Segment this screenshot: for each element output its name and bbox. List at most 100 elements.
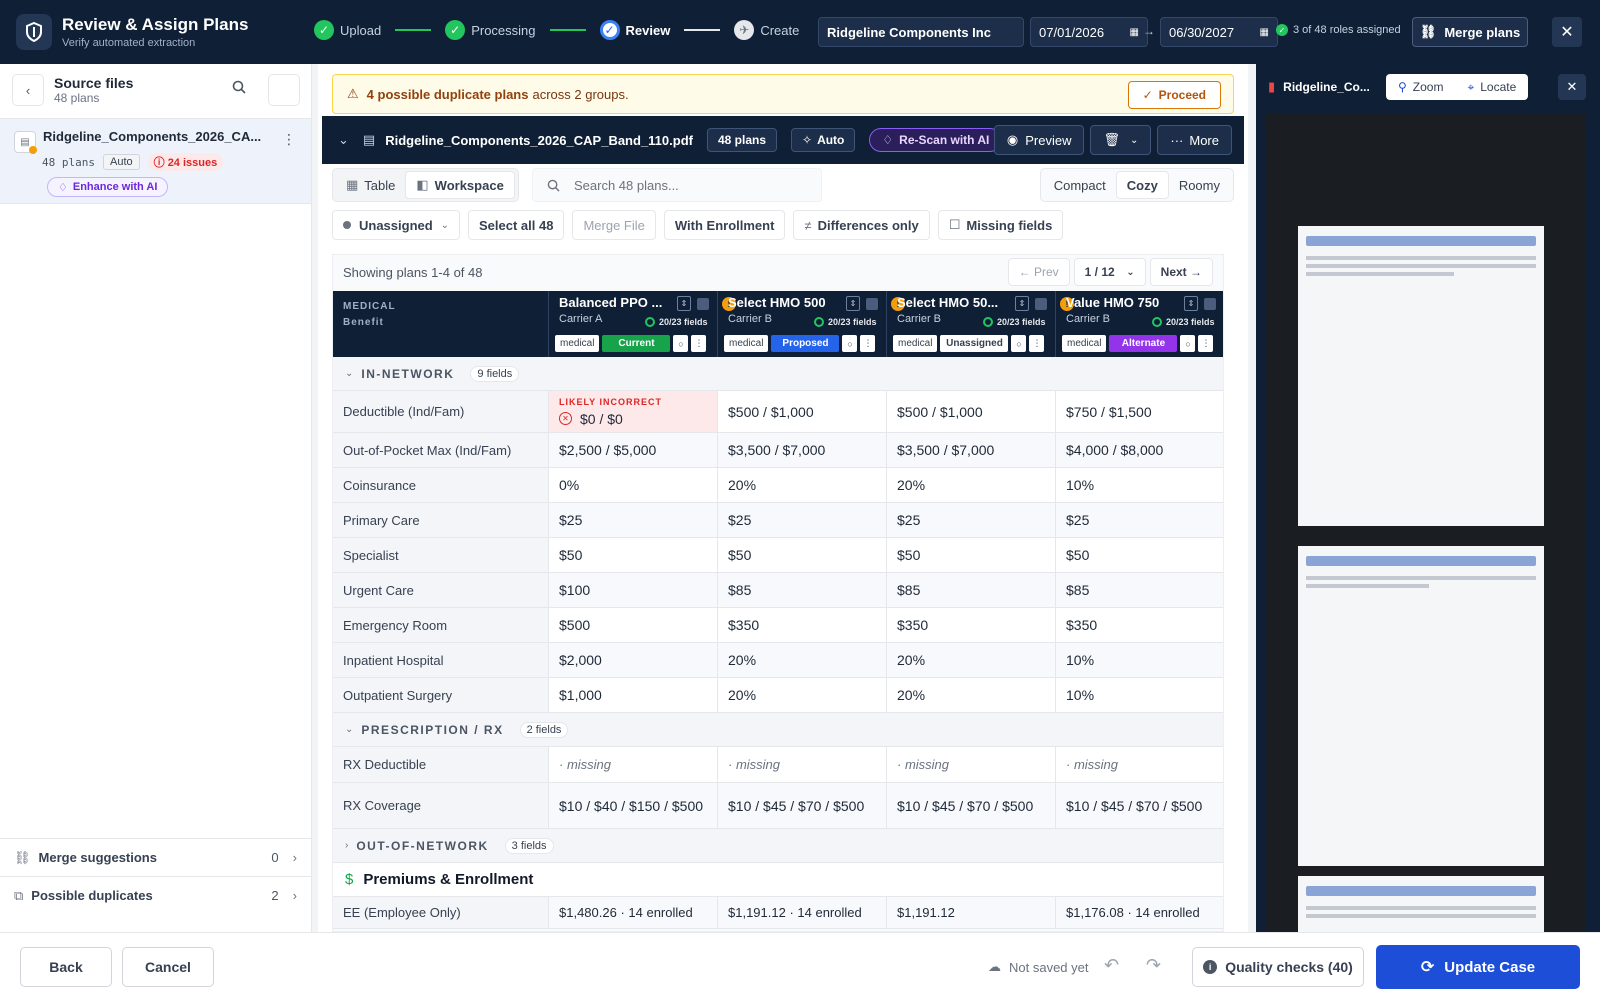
sort-icon[interactable]: ⇕	[846, 296, 860, 311]
end-date-field[interactable]: 06/30/2027 ▦	[1160, 17, 1278, 47]
more-vertical-icon[interactable]: ⋮	[860, 335, 876, 352]
more-vertical-icon[interactable]: ⋮	[1198, 335, 1214, 352]
table-cell[interactable]: $500	[549, 608, 718, 642]
back-button[interactable]: Back	[20, 947, 112, 987]
density-compact[interactable]: Compact	[1053, 177, 1106, 193]
table-cell[interactable]: $350	[887, 608, 1056, 642]
table-cell[interactable]: $50	[718, 538, 887, 572]
missing-cell[interactable]: · missing	[718, 747, 887, 782]
out-of-network-section[interactable]: › OUT-OF-NETWORK 3 fields	[333, 829, 1223, 863]
in-network-section[interactable]: ⌄ IN-NETWORK 9 fields	[333, 357, 1223, 391]
pdf-canvas[interactable]	[1266, 114, 1586, 932]
step-create[interactable]: ✈ Create	[734, 20, 799, 40]
table-cell[interactable]: $1,176.08 · 14 enrolled	[1066, 905, 1200, 920]
info-circle-icon[interactable]: ○	[673, 335, 689, 352]
info-circle-icon[interactable]: ○	[1180, 335, 1196, 352]
table-cell[interactable]: 10%	[1066, 477, 1095, 493]
close-icon[interactable]: ✕	[1558, 74, 1586, 100]
table-cell[interactable]: $85	[887, 573, 1056, 607]
table-cell[interactable]: $50	[549, 538, 718, 572]
chevron-left-icon[interactable]: ‹	[12, 74, 44, 106]
plan-column-header[interactable]: Balanced PPO ... ⇕ Carrier A 20/23 field…	[549, 291, 718, 357]
table-cell[interactable]: 20%	[718, 643, 887, 677]
table-cell[interactable]: $100	[549, 573, 718, 607]
table-cell[interactable]: 0%	[549, 468, 718, 502]
table-cell[interactable]: 10%	[1066, 652, 1095, 668]
table-cell[interactable]: $25	[1066, 512, 1090, 528]
density-roomy[interactable]: Roomy	[1178, 177, 1220, 193]
source-file-item[interactable]: ▤ Ridgeline_Components_2026_CA... ⋮ 48 p…	[0, 118, 311, 204]
missing-cell[interactable]: · missing	[549, 747, 718, 782]
table-cell[interactable]: 20%	[887, 678, 1056, 712]
plan-column-header[interactable]: ! Select HMO 50... ⇕ Carrier B 20/23 fie…	[887, 291, 1056, 357]
chevron-down-icon[interactable]: ⌄	[338, 132, 349, 147]
plan-checkbox[interactable]	[866, 298, 878, 310]
table-cell[interactable]: $1,480.26 · 14 enrolled	[549, 897, 718, 928]
sort-icon[interactable]: ⇕	[1015, 296, 1029, 311]
table-cell[interactable]: $4,000 / $8,000	[1066, 442, 1164, 458]
issues-badge[interactable]: ⓘ 24 issues	[147, 153, 224, 171]
table-cell[interactable]: $1,191.12	[887, 897, 1056, 928]
table-cell[interactable]: $50	[887, 538, 1056, 572]
locate-button[interactable]: ⌖ Locate	[1455, 80, 1528, 95]
step-upload[interactable]: ✓ Upload	[314, 20, 381, 40]
table-cell[interactable]: 20%	[718, 468, 887, 502]
preview-button[interactable]: ◉ Preview	[993, 125, 1085, 155]
more-vertical-icon[interactable]: ⋮	[1029, 335, 1045, 352]
table-cell[interactable]: 20%	[887, 468, 1056, 502]
table-cell[interactable]: $3,500 / $7,000	[718, 433, 887, 467]
table-cell[interactable]: $350	[718, 608, 887, 642]
table-cell[interactable]: $10 / $45 / $70 / $500	[887, 783, 1056, 828]
status-filter-select[interactable]: Unassigned ⌄	[332, 210, 460, 240]
differences-only-toggle[interactable]: ≠ Differences only	[793, 210, 930, 240]
auto-mode-badge[interactable]: ✧ Auto	[791, 128, 856, 152]
table-cell[interactable]: 20%	[718, 678, 887, 712]
more-button[interactable]: ··· More	[1157, 125, 1232, 155]
density-cozy[interactable]: Cozy	[1115, 171, 1169, 199]
enhance-with-ai-button[interactable]: ♢ Enhance with AI	[47, 177, 169, 197]
sidebar-action-button[interactable]	[268, 74, 300, 106]
tab-workspace[interactable]: ◧ Workspace	[405, 171, 515, 199]
table-cell[interactable]: $25	[887, 503, 1056, 537]
quality-checks-button[interactable]: i Quality checks (40)	[1192, 947, 1364, 987]
sort-icon[interactable]: ⇕	[677, 296, 691, 311]
start-date-field[interactable]: 07/01/2026 ▦	[1030, 17, 1148, 47]
with-enrollment-button[interactable]: With Enrollment	[663, 210, 786, 240]
table-cell[interactable]: 20%	[887, 643, 1056, 677]
missing-cell[interactable]: · missing	[1066, 757, 1119, 772]
table-cell[interactable]: $50	[1066, 547, 1090, 563]
delete-menu-button[interactable]: 🗑 ⌄	[1090, 125, 1152, 155]
possible-duplicates-item[interactable]: ⧉ Possible duplicates 2 ›	[0, 876, 311, 914]
table-cell[interactable]: $1,191.12 · 14 enrolled	[718, 897, 887, 928]
info-circle-icon[interactable]: ○	[1011, 335, 1027, 352]
merge-plans-button[interactable]: ⛓ Merge plans	[1412, 17, 1528, 47]
plan-checkbox[interactable]	[1204, 298, 1216, 310]
table-cell[interactable]: $2,500 / $5,000	[549, 433, 718, 467]
table-cell[interactable]: $1,000	[549, 678, 718, 712]
more-vertical-icon[interactable]: ⋮	[691, 335, 707, 352]
table-cell[interactable]: $2,000	[549, 643, 718, 677]
info-circle-icon[interactable]: ○	[842, 335, 858, 352]
table-cell[interactable]: 10%	[1066, 687, 1095, 703]
proceed-button[interactable]: ✓ Proceed	[1127, 81, 1221, 109]
flagged-cell[interactable]: LIKELY INCORRECT ✕ $0 / $0	[549, 391, 718, 432]
premiums-section[interactable]: $ Premiums & Enrollment	[333, 863, 1223, 897]
cancel-button[interactable]: Cancel	[122, 947, 214, 987]
update-case-button[interactable]: ⟳ Update Case	[1376, 945, 1580, 989]
step-review[interactable]: ✓ Review	[599, 20, 670, 40]
table-cell[interactable]: $750 / $1,500	[1066, 403, 1152, 420]
plan-role-tag[interactable]: Current	[602, 335, 671, 352]
close-icon[interactable]: ✕	[1552, 17, 1582, 47]
step-processing[interactable]: ✓ Processing	[445, 20, 536, 40]
table-cell[interactable]: $10 / $40 / $150 / $500	[549, 783, 718, 828]
table-cell[interactable]: $85	[718, 573, 887, 607]
page-select[interactable]: 1 / 12 ⌄	[1073, 258, 1146, 286]
plan-checkbox[interactable]	[697, 298, 709, 310]
table-cell[interactable]: $25	[549, 503, 718, 537]
table-cell[interactable]: $25	[718, 503, 887, 537]
table-cell[interactable]: $350	[1066, 617, 1098, 633]
merge-file-button[interactable]: Merge File	[572, 210, 656, 240]
plan-checkbox[interactable]	[1035, 298, 1047, 310]
table-cell[interactable]: $500 / $1,000	[887, 391, 1056, 432]
undo-icon[interactable]: ↶	[1104, 955, 1120, 975]
